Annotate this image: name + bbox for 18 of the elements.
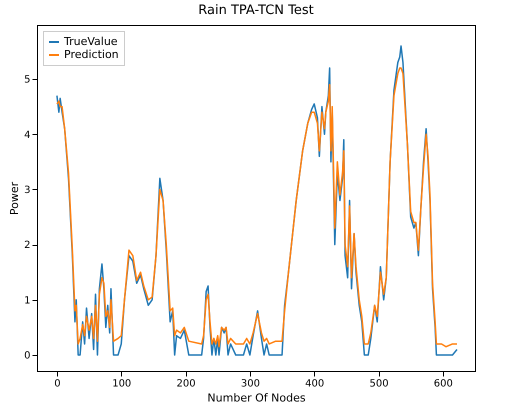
- x-tick-label: 100: [112, 378, 132, 390]
- y-tick-label: 3: [24, 184, 30, 196]
- y-tick-label: 0: [24, 350, 30, 362]
- y-axis-title: Power: [8, 181, 22, 216]
- x-tick-label: 300: [240, 378, 260, 390]
- y-tick-label: 2: [24, 240, 30, 252]
- y-tick-label: 1: [24, 295, 30, 306]
- y-tick-label: 5: [24, 74, 30, 86]
- legend-label: TrueValue: [63, 35, 118, 48]
- x-tick-label: 400: [305, 378, 324, 390]
- x-tick-label: 0: [54, 378, 61, 390]
- y-tick-label: 4: [24, 130, 30, 141]
- x-axis-title: Number Of Nodes: [207, 392, 306, 404]
- x-tick-label: 500: [369, 378, 389, 390]
- x-tick-label: 600: [434, 378, 453, 390]
- legend-label: Prediction: [64, 48, 119, 61]
- x-tick-label: 200: [176, 378, 196, 390]
- chart-title: Rain TPA-TCN Test: [198, 3, 314, 18]
